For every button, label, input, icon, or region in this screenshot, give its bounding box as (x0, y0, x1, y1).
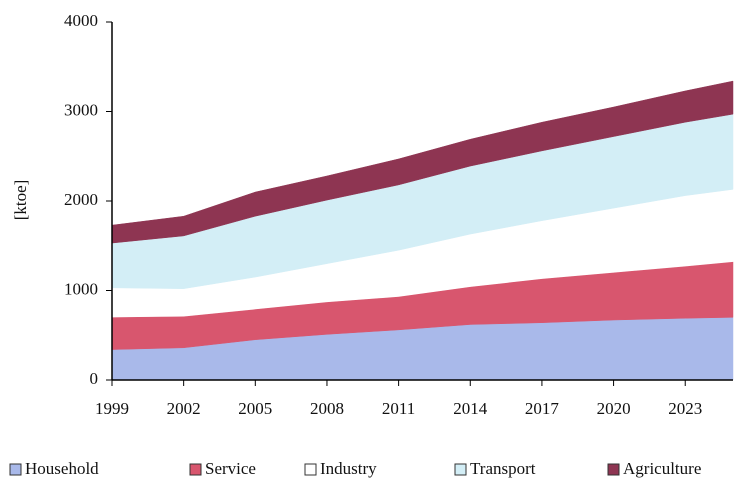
x-tick-label: 2020 (597, 399, 631, 418)
y-tick-label: 1000 (64, 279, 98, 298)
x-tick-label: 2008 (310, 399, 344, 418)
x-tick-label: 2014 (453, 399, 488, 418)
x-tick-label: 2017 (525, 399, 560, 418)
legend-swatch (454, 463, 467, 476)
x-tick-label: 1999 (95, 399, 129, 418)
legend-swatch (304, 463, 317, 476)
area (112, 189, 733, 318)
y-tick-label: 0 (90, 369, 99, 388)
y-tick-label: 2000 (64, 190, 98, 209)
x-tick-label: 2011 (382, 399, 415, 418)
legend-label: Transport (470, 459, 536, 478)
legend-swatch (607, 463, 620, 476)
x-tick-label: 2002 (167, 399, 201, 418)
legend-label: Service (205, 459, 256, 478)
y-tick-label: 4000 (64, 11, 98, 30)
legend-swatch (189, 463, 202, 476)
y-tick-label: 3000 (64, 100, 98, 119)
legend-label: Agriculture (623, 459, 701, 478)
legend-label: Household (25, 459, 99, 478)
legend-label: Industry (320, 459, 377, 478)
legend-swatch (9, 463, 22, 476)
area (111, 80, 734, 244)
x-tick-label: 2005 (238, 399, 272, 418)
x-tick-label: 2023 (668, 399, 702, 418)
y-axis-label: [ktoe] (11, 180, 30, 221)
